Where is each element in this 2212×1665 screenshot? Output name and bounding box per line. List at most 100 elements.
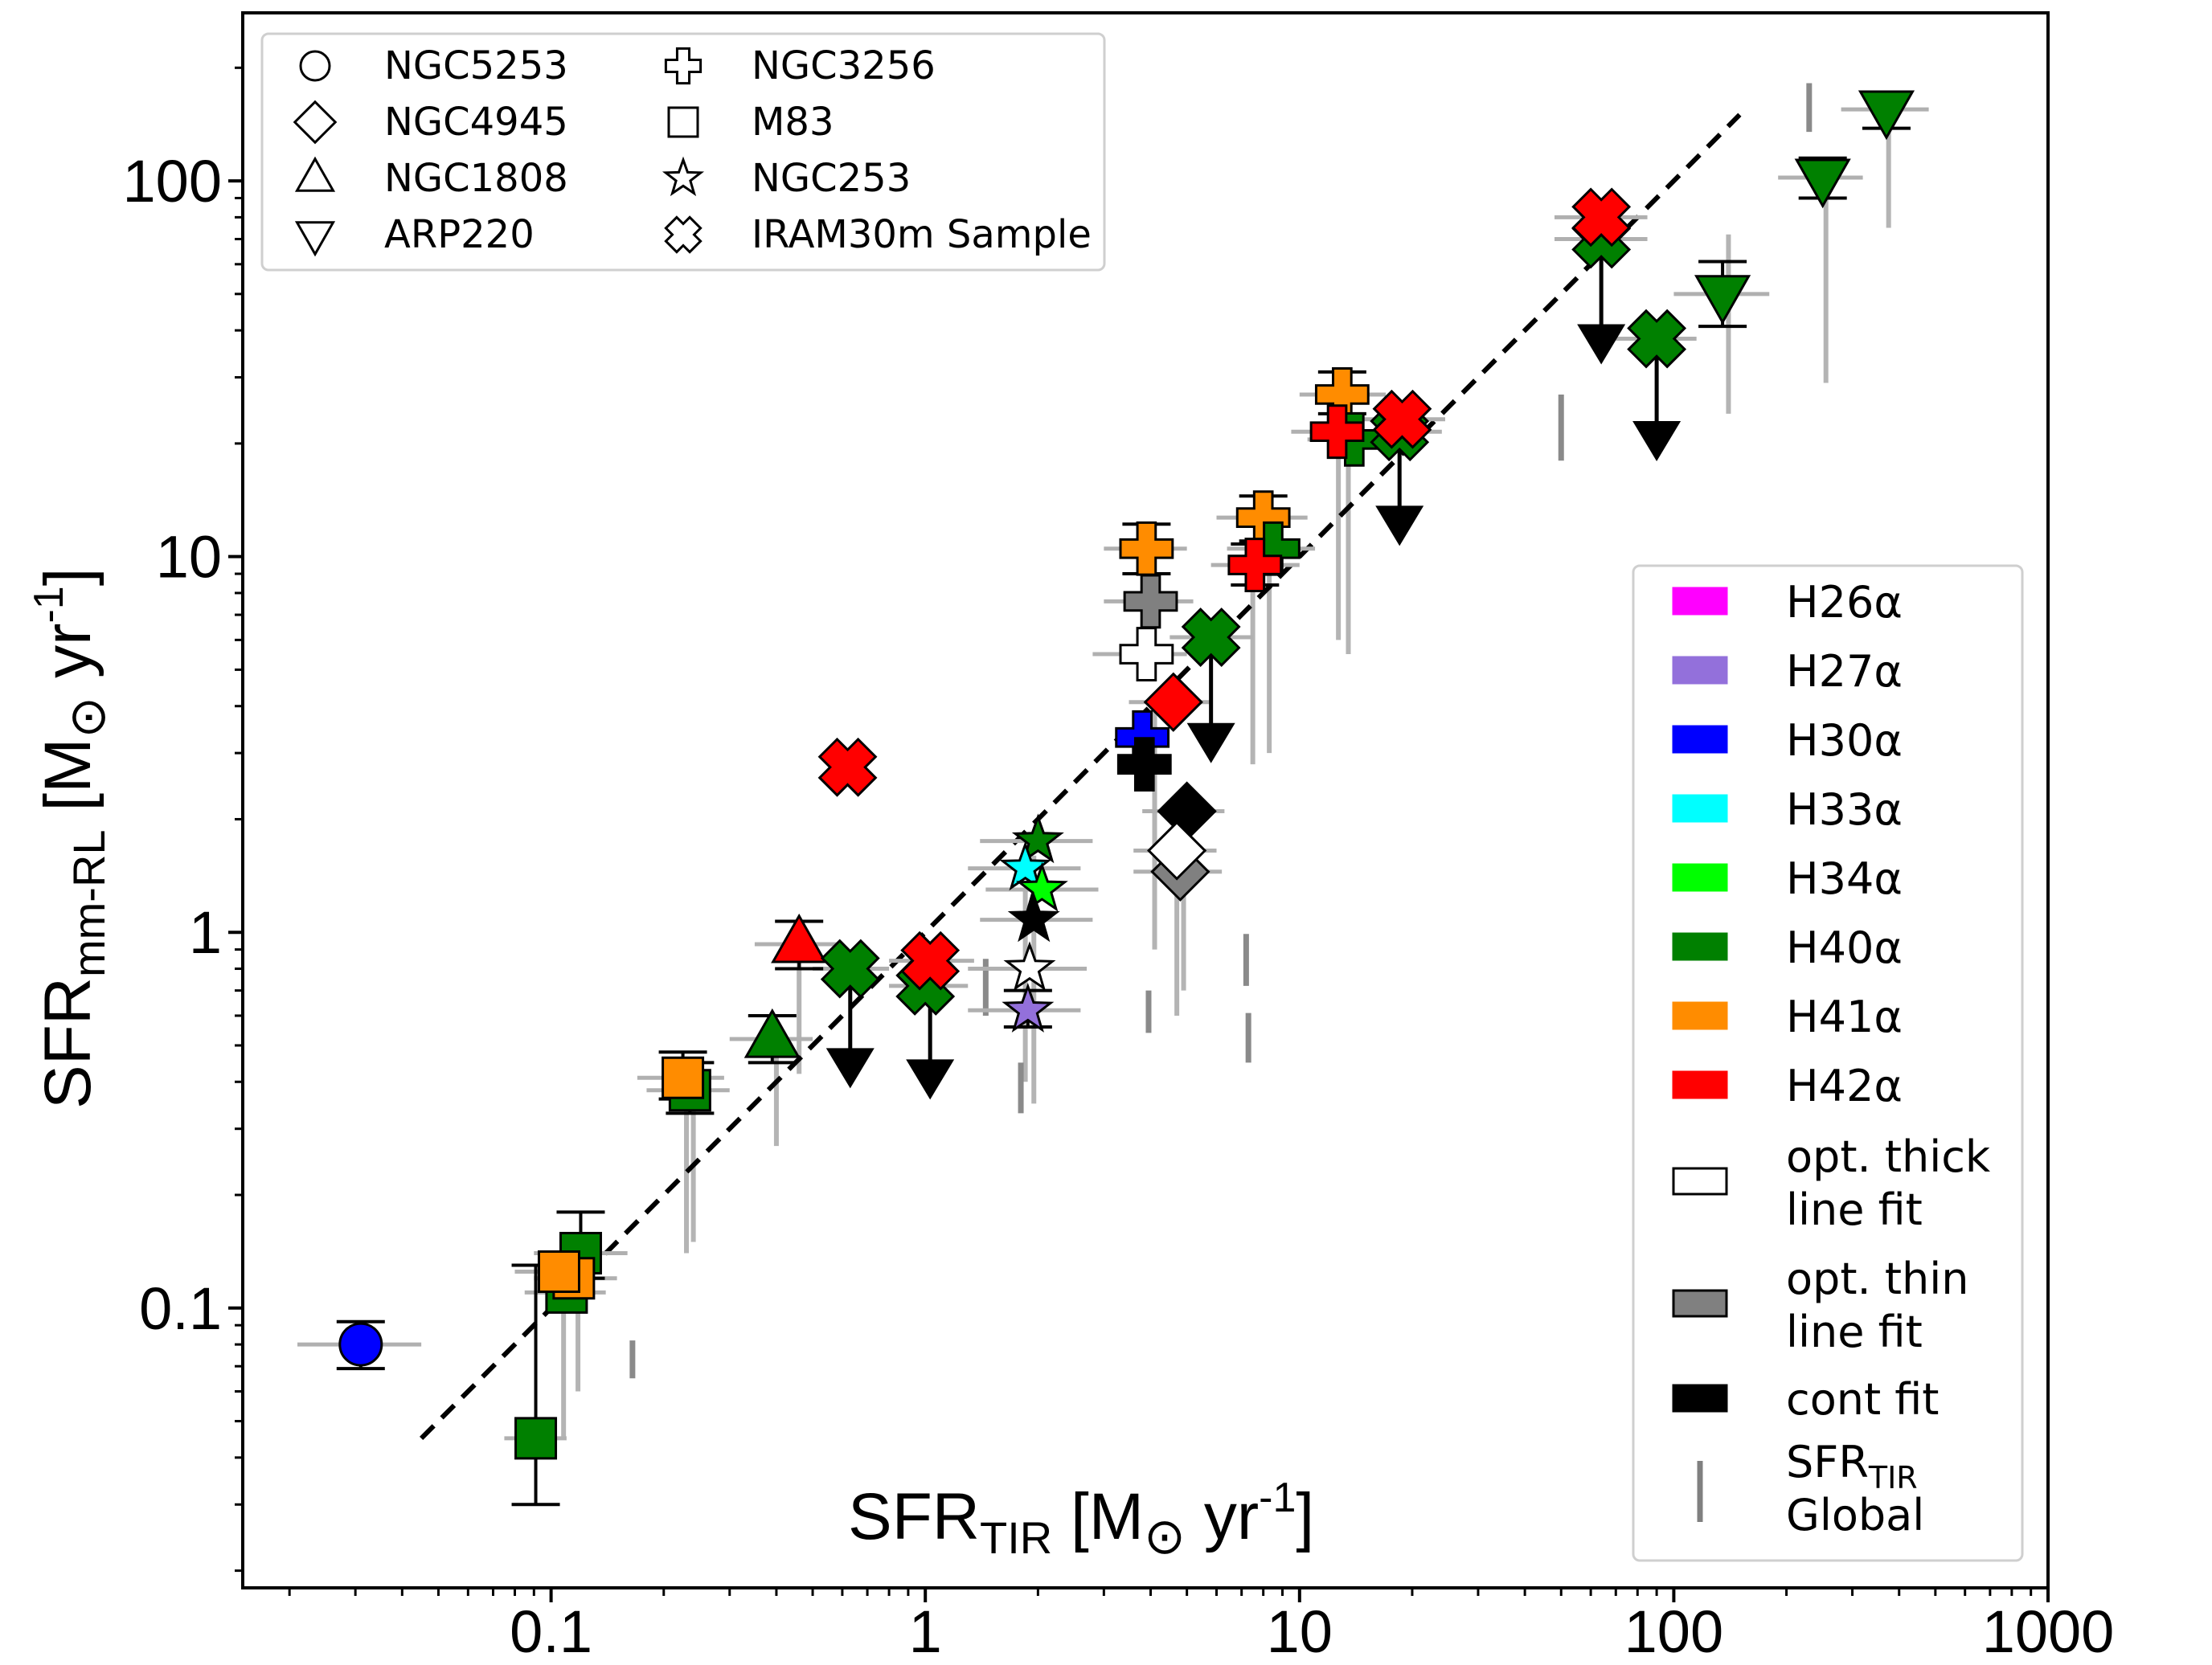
- legend-label: H34α: [1786, 853, 1903, 904]
- square-marker-m83: [662, 1056, 705, 1099]
- legend-label: Global: [1786, 1490, 1924, 1540]
- x-marker-iram30m: [1571, 187, 1632, 248]
- legend-label: H33α: [1786, 784, 1903, 835]
- legend-box: [260, 32, 1106, 272]
- legend-label: NGC5253: [384, 43, 568, 88]
- diamond-legend-icon: [293, 100, 338, 145]
- star-marker-ngc253: [1011, 813, 1064, 864]
- upper-limit-arrow: [1632, 420, 1682, 461]
- legend-color-patch: [1672, 1289, 1728, 1318]
- plus-marker-ngc3256: [1116, 737, 1172, 792]
- one-to-one-line: [420, 112, 1742, 1441]
- legend-label: NGC253: [752, 156, 911, 201]
- y-tick-label: 100: [123, 148, 222, 215]
- legend-label: H42α: [1786, 1061, 1903, 1111]
- triangle-up-legend-icon: [294, 156, 336, 192]
- x-axis-label: SFRTIR [M⊙ yr-1]: [848, 1475, 1314, 1565]
- legend-color-patch: [1672, 1070, 1728, 1099]
- upper-limit-arrow: [825, 1048, 875, 1089]
- y-axis-label: SFRmm-RL [M⊙ yr-1]: [26, 568, 116, 1110]
- square-marker-m83: [537, 1250, 580, 1293]
- legend-label: M83: [752, 100, 834, 145]
- legend-galaxies: NGC5253 NGC4945 NGC1808 ARP220 NGC3256 M83 NGC…: [260, 32, 1106, 272]
- legend-label: opt. thick: [1786, 1131, 1991, 1182]
- x-marker-iram30m: [817, 737, 878, 797]
- star-marker-ngc253: [1002, 983, 1055, 1033]
- legend-color-patch: [1672, 1167, 1728, 1196]
- plus-marker-ngc3256: [1309, 404, 1365, 460]
- legend-color-patch: [1672, 794, 1728, 823]
- x-tick-label: 1000: [1982, 1598, 2115, 1665]
- x-marker-iram30m: [1627, 309, 1687, 369]
- legend-lines: H26α H27α H30α H33α H34α H40α H41α H42α opt. thi…: [1632, 564, 2024, 1562]
- star-marker-ngc253: [1015, 861, 1068, 912]
- legend-color-patch: [1672, 1384, 1728, 1413]
- square-legend-icon: [667, 106, 699, 138]
- legend-color-patch: [1672, 725, 1728, 754]
- triangle-down-marker-arp220: [1858, 90, 1915, 141]
- legend-color-patch: [1672, 656, 1728, 685]
- triangle-up-marker-ngc1808: [743, 1008, 801, 1058]
- x-marker-iram30m: [1181, 608, 1241, 667]
- one-to-one-line-layer: [420, 112, 1742, 1441]
- axis-labels-layer: SFRTIR [M⊙ yr-1] SFRmm-RL [M⊙ yr-1]: [26, 568, 1314, 1565]
- y-tick-label: 1: [189, 899, 222, 966]
- x-marker-iram30m: [1372, 389, 1432, 449]
- circle-legend-icon: [299, 50, 331, 82]
- x-tick-label: 10: [1267, 1598, 1333, 1665]
- x-tick-label: 100: [1624, 1598, 1723, 1665]
- legend-label: NGC1808: [384, 156, 568, 201]
- x-marker-iram30m: [820, 939, 880, 999]
- plus-marker-ngc3256: [1227, 538, 1283, 592]
- triangle-down-legend-icon: [294, 221, 336, 257]
- legend-label: cont fit: [1786, 1374, 1939, 1425]
- plus-marker-ngc3256: [1119, 521, 1174, 576]
- star-marker-ngc253: [1003, 941, 1056, 992]
- legend-label: ARP220: [384, 212, 535, 257]
- circle-marker-ngc5253: [338, 1322, 383, 1367]
- legend-color-patch: [1672, 932, 1728, 961]
- legend-label: IRAM30m Sample: [752, 212, 1092, 257]
- legend-label: NGC3256: [752, 43, 936, 88]
- plus-marker-ngc3256: [1119, 627, 1174, 681]
- legend-color-patch: [1672, 863, 1728, 892]
- legend-label: H27α: [1786, 646, 1903, 697]
- legend-color-patch: [1672, 1001, 1728, 1030]
- y-tick-label: 10: [156, 524, 222, 591]
- upper-limit-arrow: [1375, 505, 1424, 546]
- markers-layer: [338, 90, 1915, 1460]
- plus-legend-icon: [664, 47, 703, 85]
- star-legend-icon: [662, 156, 705, 197]
- star-marker-ngc253: [1007, 892, 1060, 943]
- legend-label: H40α: [1786, 922, 1903, 973]
- sfr-tir-global-layer: [629, 83, 1813, 1379]
- legend-label: line fit: [1786, 1184, 1923, 1235]
- legend-label: SFRTIR: [1786, 1437, 1918, 1495]
- square-marker-m83: [514, 1417, 558, 1460]
- triangle-up-marker-ngc1808: [771, 913, 828, 963]
- legend-label: opt. thin: [1786, 1254, 1968, 1304]
- upper-limit-arrow: [906, 1059, 955, 1100]
- legend-label: NGC4945: [384, 100, 568, 145]
- axes-layer: 0.1 1 10 100 1000 0.1 1 10 100: [123, 11, 2115, 1665]
- plus-marker-ngc3256: [1123, 574, 1178, 629]
- x-legend-icon: [664, 215, 703, 254]
- triangle-down-marker-arp220: [1794, 158, 1851, 209]
- legend-label: H30α: [1786, 715, 1903, 766]
- legend-label: H41α: [1786, 992, 1903, 1042]
- legend-label: line fit: [1786, 1307, 1923, 1357]
- x-tick-label: 0.1: [510, 1598, 592, 1665]
- diamond-marker-ngc4945: [1143, 672, 1203, 732]
- upper-limit-arrow: [1577, 324, 1626, 365]
- legend-box: [1632, 564, 2024, 1562]
- triangle-down-marker-arp220: [1694, 275, 1751, 325]
- x-marker-iram30m: [900, 931, 961, 991]
- star-marker-ngc253: [999, 841, 1052, 891]
- plot-frame: [241, 11, 2050, 1589]
- diamond-marker-ngc4945: [1147, 820, 1207, 881]
- legend-label: H26α: [1786, 577, 1903, 628]
- legend-color-patch: [1672, 587, 1728, 616]
- y-tick-label: 0.1: [139, 1275, 222, 1342]
- x-tick-label: 1: [909, 1598, 942, 1665]
